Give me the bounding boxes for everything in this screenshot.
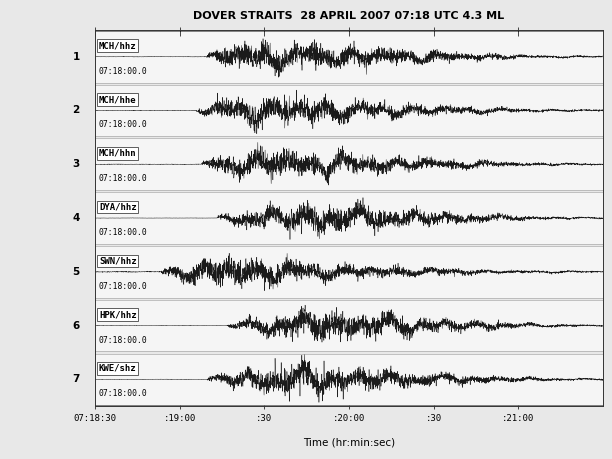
Text: 07:18:00.0: 07:18:00.0 xyxy=(99,336,147,345)
Text: 7: 7 xyxy=(72,375,80,384)
Text: 07:18:00.0: 07:18:00.0 xyxy=(99,282,147,291)
Text: MCH/hhz: MCH/hhz xyxy=(99,41,136,50)
Text: 07:18:00.0: 07:18:00.0 xyxy=(99,120,147,129)
Text: 07:18:00.0: 07:18:00.0 xyxy=(99,228,147,237)
Text: KWE/shz: KWE/shz xyxy=(99,364,136,373)
Text: 07:18:00.0: 07:18:00.0 xyxy=(99,389,147,398)
Text: 07:18:00.0: 07:18:00.0 xyxy=(99,67,147,76)
Text: SWN/hhz: SWN/hhz xyxy=(99,256,136,265)
Text: 1: 1 xyxy=(72,52,80,62)
Text: DOVER STRAITS  28 APRIL 2007 07:18 UTC 4.3 ML: DOVER STRAITS 28 APRIL 2007 07:18 UTC 4.… xyxy=(193,11,504,22)
Text: 6: 6 xyxy=(72,320,80,330)
Text: HPK/hhz: HPK/hhz xyxy=(99,310,136,319)
Text: DYA/hhz: DYA/hhz xyxy=(99,202,136,212)
Text: 3: 3 xyxy=(72,159,80,169)
Text: MCH/hhe: MCH/hhe xyxy=(99,95,136,104)
Text: 4: 4 xyxy=(72,213,80,223)
Text: MCH/hhn: MCH/hhn xyxy=(99,149,136,158)
Text: 07:18:00.0: 07:18:00.0 xyxy=(99,174,147,183)
Text: 5: 5 xyxy=(72,267,80,277)
Text: 2: 2 xyxy=(72,106,80,116)
Text: Time (hr:min:sec): Time (hr:min:sec) xyxy=(303,437,395,448)
